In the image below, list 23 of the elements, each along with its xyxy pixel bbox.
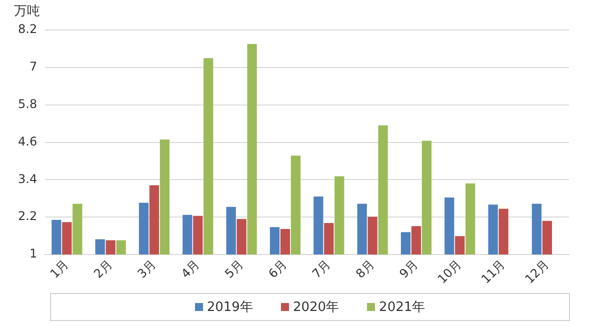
y-tick-label: 5.8 <box>18 96 38 111</box>
x-tick-label: 1月 <box>47 257 72 281</box>
y-axis-title: 万吨 <box>14 3 40 20</box>
y-tick-label: 4.6 <box>18 134 38 148</box>
x-tick-label: 6月 <box>266 257 290 281</box>
x-tick-label: 9月 <box>396 257 421 281</box>
legend-label: 2021年 <box>379 299 426 316</box>
x-tick-label: 11月 <box>478 257 508 286</box>
x-tick-label: 2月 <box>91 257 115 281</box>
y-tick-label: 2.2 <box>18 209 38 224</box>
y-tick-label: 3.4 <box>18 172 38 186</box>
y-tick-label: 8.2 <box>18 22 38 36</box>
y-tick-label: 7 <box>29 60 38 74</box>
x-tick-label: 8月 <box>353 257 377 281</box>
legend-label: 2019年 <box>206 299 253 316</box>
x-tick-label: 5月 <box>222 257 246 281</box>
legend-label: 2020年 <box>292 299 340 316</box>
x-tick-label: 4月 <box>178 257 202 281</box>
x-tick-label: 12月 <box>522 257 552 286</box>
x-tick-label: 10月 <box>434 257 464 286</box>
x-tick-label: 3月 <box>134 257 159 281</box>
x-tick-label: 7月 <box>309 257 334 281</box>
y-tick-label: 1 <box>29 246 38 261</box>
